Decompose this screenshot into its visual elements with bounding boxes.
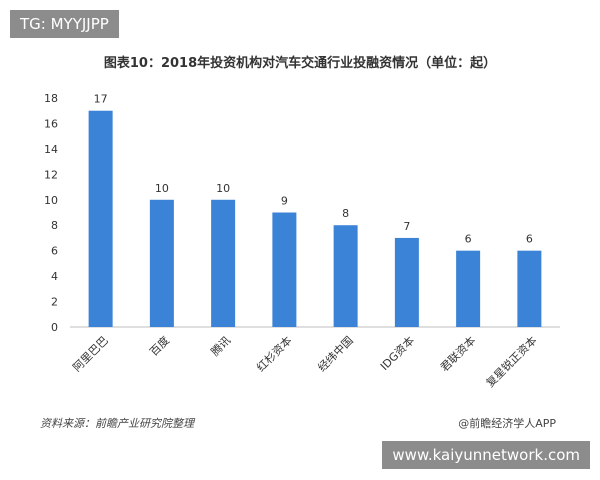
bar [333,225,358,327]
bar [456,250,481,327]
watermark-tag: TG: MYYJJPP [10,10,119,38]
y-tick-label: 4 [51,270,58,283]
y-tick-label: 10 [44,194,58,207]
bar-series [88,110,542,327]
bar-value-label: 6 [526,233,533,246]
x-tick-label: IDG资本 [377,333,417,373]
bar [88,110,113,327]
bar [149,199,174,327]
bar-value-label: 6 [465,233,472,246]
x-tick-label: 红杉资本 [253,333,294,374]
x-tick-label: 腾讯 [208,333,233,358]
bar [517,250,542,327]
x-tick-label: 阿里巴巴 [70,334,110,374]
bar-value-label: 9 [281,195,288,208]
bar [394,237,419,327]
credit-text: @前瞻经济学人APP [458,417,556,430]
y-tick-label: 12 [44,168,58,181]
x-tick-label: 君联资本 [437,333,478,374]
source-note: 资料来源：前瞻产业研究院整理 [40,417,194,430]
bar-value-label: 8 [342,207,349,220]
y-tick-label: 18 [44,92,58,105]
y-tick-label: 14 [44,143,58,156]
x-tick-label: 百度 [147,333,172,358]
x-axis-labels: 阿里巴巴 百度 腾讯 红杉资本 经纬中国 IDG资本 君联资本 复星锐正资本 [70,333,539,390]
y-tick-label: 0 [51,321,58,334]
data-labels: 17 10 10 9 8 7 6 6 [94,93,533,246]
bar [211,199,236,327]
y-tick-label: 2 [51,296,58,309]
y-axis-ticks: 0 2 4 6 8 10 12 14 16 18 [44,92,58,334]
bar-value-label: 7 [403,220,410,233]
watermark-url: www.kaiyunnetwork.com [382,441,590,469]
y-tick-label: 8 [51,219,58,232]
bar-value-label: 10 [216,182,230,195]
bar-value-label: 10 [155,182,169,195]
x-tick-label: 复星锐正资本 [483,333,540,390]
y-tick-label: 6 [51,245,58,258]
x-tick-label: 经纬中国 [315,334,355,374]
bar-value-label: 17 [94,93,108,106]
y-tick-label: 16 [44,117,58,130]
chart-title: 图表10：2018年投资机构对汽车交通行业投融资情况（单位：起） [103,56,497,71]
bar [272,212,297,327]
